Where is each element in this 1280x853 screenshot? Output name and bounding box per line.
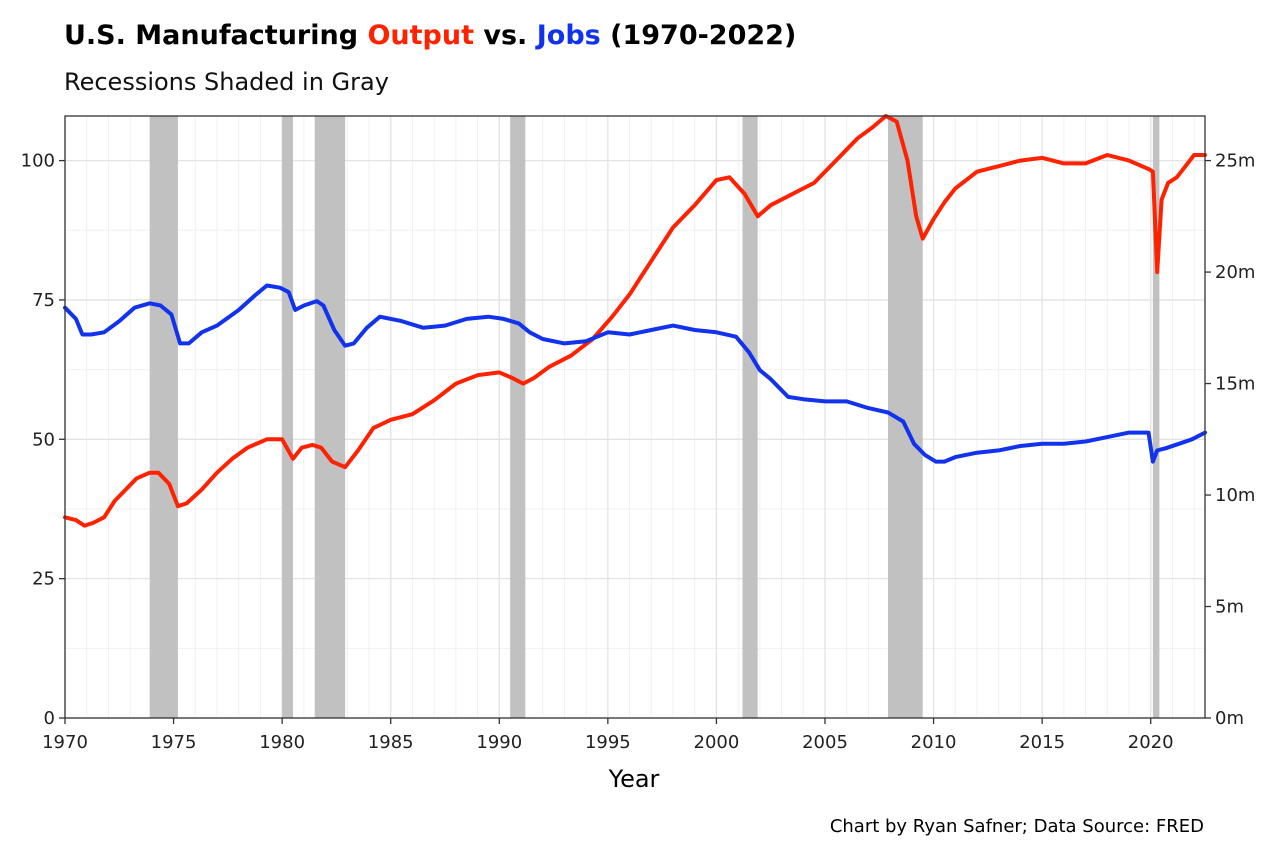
x-tick-label: 1970 [42, 732, 88, 753]
recession-band [314, 116, 346, 718]
x-tick-label: 1995 [585, 732, 631, 753]
plot-background [65, 116, 1205, 718]
y-left-tick-label: 0 [44, 708, 55, 729]
y-right-tick-label: 20m [1215, 262, 1255, 283]
plot-area: 1970 1975 1980 1985 1990 1995 2000 2005 2010 2015… [21, 114, 1255, 753]
x-axis-title: Year [608, 765, 660, 793]
title-part-1: Output [367, 20, 474, 51]
recession-band [510, 116, 526, 718]
title-part-0: U.S. Manufacturing [64, 20, 367, 51]
title-part-4: (1970-2022) [601, 20, 797, 51]
chart-title: U.S. Manufacturing Output vs. Jobs (1970… [64, 20, 796, 51]
y-right-tick-label: 0m [1215, 708, 1244, 729]
y-right-tick-label: 10m [1215, 485, 1255, 506]
x-tick-label: 1985 [368, 732, 414, 753]
x-tick-label: 1975 [151, 732, 197, 753]
jobs-series-line [63, 283, 1207, 464]
output-series-line [63, 114, 1207, 528]
x-tick-label: 1990 [476, 732, 522, 753]
y-right-tick-label: 5m [1215, 597, 1244, 618]
x-tick-label: 2005 [802, 732, 848, 753]
y-left-tick-label: 50 [32, 429, 55, 450]
x-tick-label: 2010 [911, 732, 957, 753]
title-part-2: vs. [474, 20, 537, 51]
x-tick-label: 2015 [1019, 732, 1065, 753]
recession-band [282, 116, 293, 718]
chart-subtitle: Recessions Shaded in Gray [64, 68, 389, 96]
x-tick-label: 2020 [1128, 732, 1174, 753]
title-part-3: Jobs [535, 20, 601, 51]
chart-caption: Chart by Ryan Safner; Data Source: FRED [830, 816, 1204, 837]
y-left-tick-label: 100 [21, 151, 55, 172]
y-right-tick-label: 25m [1215, 151, 1255, 172]
plot-border [64, 115, 1206, 719]
y-left-tick-label: 75 [32, 290, 55, 311]
x-tick-label: 1980 [259, 732, 305, 753]
y-left-tick-label: 25 [32, 569, 55, 590]
recession-band [1152, 116, 1160, 718]
x-tick-label: 2000 [694, 732, 740, 753]
recession-band [149, 116, 178, 718]
recession-band [742, 116, 758, 718]
y-right-tick-label: 15m [1215, 374, 1255, 395]
